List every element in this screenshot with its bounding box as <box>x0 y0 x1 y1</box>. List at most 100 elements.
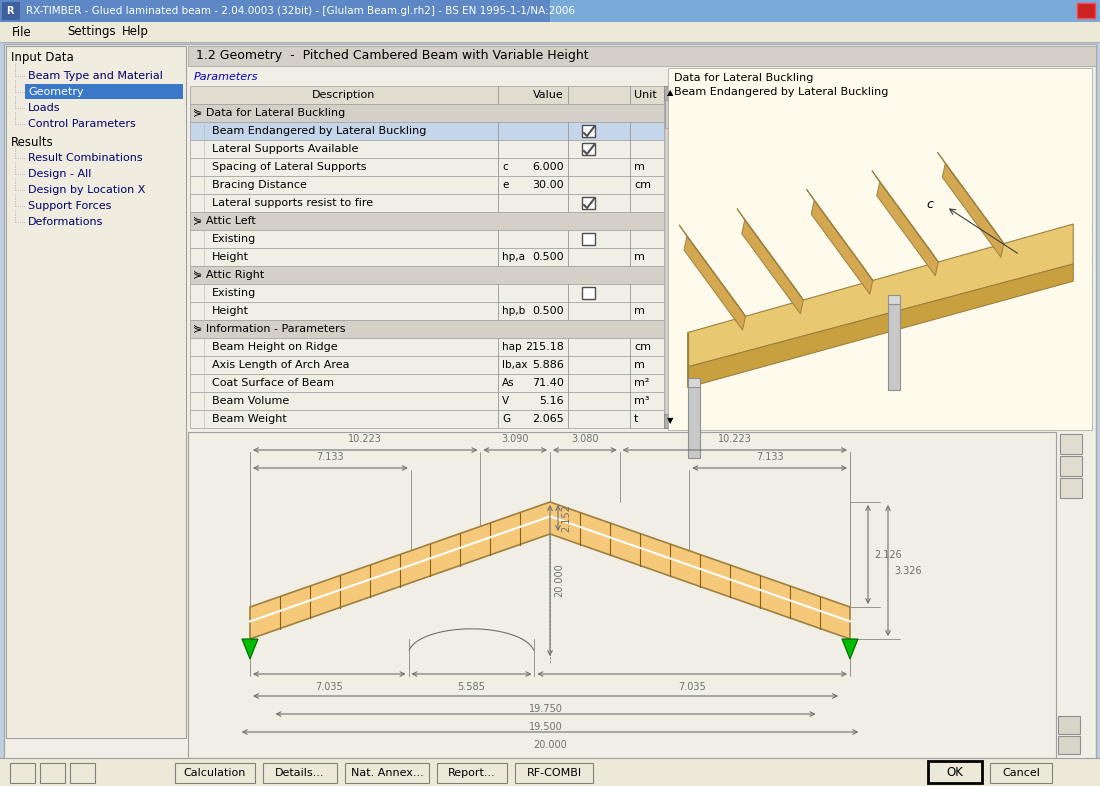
Text: X: X <box>1081 6 1090 16</box>
Text: File: File <box>12 25 32 39</box>
Text: 71.40: 71.40 <box>532 378 564 388</box>
Bar <box>0 0 550 22</box>
Bar <box>188 46 1096 66</box>
Text: Beam Type and Material: Beam Type and Material <box>28 71 163 81</box>
Bar <box>190 140 664 158</box>
Polygon shape <box>741 220 803 314</box>
Text: Beam Height on Ridge: Beam Height on Ridge <box>212 342 338 352</box>
Text: 7.133: 7.133 <box>317 452 344 462</box>
Text: Description: Description <box>312 90 376 100</box>
Text: ⋟ Information - Parameters: ⋟ Information - Parameters <box>192 324 345 334</box>
Bar <box>1058 736 1080 754</box>
Polygon shape <box>811 200 872 294</box>
Bar <box>582 125 595 137</box>
Bar <box>1058 716 1080 734</box>
Bar <box>2 2 20 20</box>
Text: cm: cm <box>634 342 651 352</box>
Bar <box>190 68 676 86</box>
Text: hp,a: hp,a <box>502 252 525 262</box>
Text: Cancel: Cancel <box>1002 768 1040 778</box>
Bar <box>40 763 65 783</box>
Bar <box>664 86 676 428</box>
Bar <box>668 68 1092 430</box>
Bar <box>190 266 664 284</box>
Text: 1.2 Geometry  -  Pitched Cambered Beam with Variable Height: 1.2 Geometry - Pitched Cambered Beam wit… <box>196 50 588 63</box>
Text: Design by Location X: Design by Location X <box>28 185 145 195</box>
Text: hp,b: hp,b <box>502 306 526 316</box>
Bar <box>1077 3 1094 18</box>
Text: c: c <box>926 198 933 211</box>
Text: Control Parameters: Control Parameters <box>28 119 135 129</box>
Text: Design - All: Design - All <box>28 169 91 179</box>
Text: RF-COMBI: RF-COMBI <box>527 768 582 778</box>
Polygon shape <box>679 225 746 316</box>
Bar <box>1060 478 1082 498</box>
Text: Existing: Existing <box>212 234 256 244</box>
Text: 2.065: 2.065 <box>532 414 564 424</box>
Text: 215.18: 215.18 <box>525 342 564 352</box>
Polygon shape <box>937 152 1004 244</box>
Text: t: t <box>634 414 638 424</box>
Text: 10.223: 10.223 <box>718 434 751 444</box>
Text: m: m <box>634 162 645 172</box>
Bar <box>345 763 429 783</box>
Bar <box>10 763 35 783</box>
Text: Coat Surface of Beam: Coat Surface of Beam <box>212 378 334 388</box>
Bar <box>70 763 95 783</box>
Text: lb,ax: lb,ax <box>502 360 528 370</box>
Text: G: G <box>502 414 510 424</box>
Bar <box>1060 456 1082 476</box>
Bar <box>190 158 664 176</box>
Text: ⋟ Data for Lateral Buckling: ⋟ Data for Lateral Buckling <box>192 108 345 118</box>
Text: 5.585: 5.585 <box>458 682 485 692</box>
Text: m: m <box>634 252 645 262</box>
Text: ▼: ▼ <box>667 417 673 425</box>
Text: Geometry: Geometry <box>28 87 84 97</box>
Text: Results: Results <box>11 135 54 149</box>
Bar <box>0 0 1100 22</box>
Text: Report...: Report... <box>448 768 496 778</box>
Polygon shape <box>688 224 1074 367</box>
Bar <box>190 122 664 140</box>
Bar <box>664 414 676 428</box>
Bar <box>190 338 664 356</box>
Text: m: m <box>634 360 645 370</box>
Text: 19.500: 19.500 <box>529 722 562 732</box>
Bar <box>190 212 664 230</box>
Text: Deformations: Deformations <box>28 217 103 227</box>
Text: Height: Height <box>212 252 249 262</box>
Text: 5.16: 5.16 <box>539 396 564 406</box>
Bar <box>190 248 664 266</box>
Text: Parameters: Parameters <box>194 72 258 82</box>
Text: Beam Endangered by Lateral Buckling: Beam Endangered by Lateral Buckling <box>212 126 427 136</box>
Bar <box>190 356 664 374</box>
Text: 3.326: 3.326 <box>894 565 922 575</box>
Polygon shape <box>888 295 901 304</box>
Bar <box>190 230 664 248</box>
Text: Loads: Loads <box>28 103 60 113</box>
Bar <box>582 233 595 245</box>
Bar <box>990 763 1052 783</box>
Text: m²: m² <box>634 378 649 388</box>
Text: hap: hap <box>502 342 521 352</box>
Bar <box>582 197 595 209</box>
Text: 2.152: 2.152 <box>561 504 571 532</box>
Polygon shape <box>684 237 746 330</box>
Text: 0.500: 0.500 <box>532 252 564 262</box>
Polygon shape <box>943 163 1004 257</box>
Text: As: As <box>502 378 515 388</box>
Text: Beam Endangered by Lateral Buckling: Beam Endangered by Lateral Buckling <box>674 87 889 97</box>
Text: Bracing Distance: Bracing Distance <box>212 180 307 190</box>
Text: 20.000: 20.000 <box>554 564 564 597</box>
Bar <box>190 176 664 194</box>
Text: 10.223: 10.223 <box>349 434 382 444</box>
Text: m³: m³ <box>634 396 649 406</box>
Text: 7.035: 7.035 <box>679 682 706 692</box>
Text: c: c <box>502 162 508 172</box>
Text: e: e <box>502 180 508 190</box>
Text: Height: Height <box>212 306 249 316</box>
Bar <box>437 763 507 783</box>
Text: Nat. Annex...: Nat. Annex... <box>351 768 424 778</box>
Bar <box>664 86 676 100</box>
Bar <box>190 86 664 104</box>
